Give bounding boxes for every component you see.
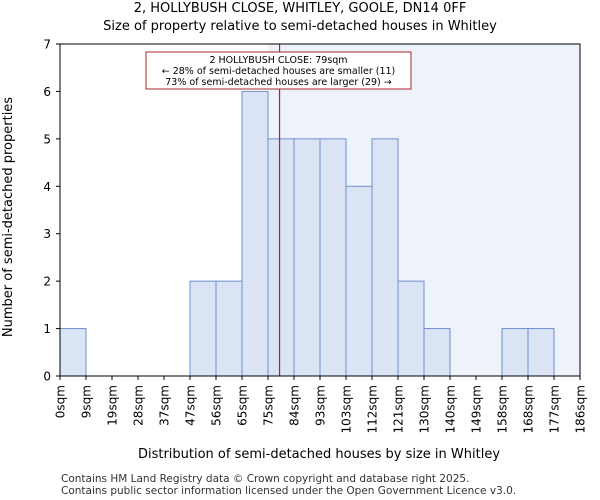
y-axis-label: Number of semi-detached properties [1, 97, 16, 337]
x-tick-label: 56sqm [210, 385, 224, 426]
x-tick-label: 65sqm [236, 385, 250, 426]
histogram-bar [345, 185, 373, 377]
annotation-title: 2 HOLLYBUSH CLOSE: 79sqm [209, 55, 347, 66]
x-tick-label: 0sqm [54, 385, 68, 418]
histogram-bar [397, 280, 425, 377]
x-tick-label: 112sqm [366, 385, 380, 433]
histogram-chart: 0 1 2 3 4 5 6 7 0sqm 9sqm 19sqm 28sqm 37sqm 47sqm 56sq… [1, 38, 588, 463]
x-tick-label: 37sqm [158, 385, 172, 426]
x-tick-label: 130sqm [418, 385, 432, 433]
x-tick-label: 75sqm [262, 385, 276, 426]
histogram-bar [319, 138, 347, 377]
histogram-bar [189, 280, 217, 377]
y-tick-label: 5 [43, 132, 51, 146]
footer-licence: Contains public sector information licen… [61, 485, 517, 497]
y-tick-label: 3 [43, 227, 51, 241]
footer-copyright: Contains HM Land Registry data © Crown c… [61, 473, 470, 485]
y-tick-label: 2 [43, 275, 51, 289]
chart-title: 2, HOLLYBUSH CLOSE, WHITLEY, GOOLE, DN14… [133, 1, 467, 16]
x-tick-label: 84sqm [288, 385, 302, 426]
x-tick-label: 149sqm [470, 385, 484, 433]
x-tick-label: 158sqm [496, 385, 510, 433]
histogram-bar [293, 138, 321, 377]
histogram-bar [423, 328, 451, 377]
annotation-box [145, 51, 412, 90]
x-tick-label: 168sqm [522, 385, 536, 433]
y-tick-label: 1 [43, 322, 51, 336]
x-tick-label: 140sqm [444, 385, 458, 433]
x-tick-label: 186sqm [574, 385, 588, 433]
chart-subtitle: Size of property relative to semi-detach… [103, 19, 497, 34]
x-tick-label: 177sqm [548, 385, 562, 433]
x-tick-label: 103sqm [340, 385, 354, 433]
x-tick-label: 19sqm [106, 385, 120, 426]
annotation-smaller: ← 28% of semi-detached houses are smalle… [162, 66, 396, 77]
histogram-bar [267, 138, 295, 377]
x-tick-label: 121sqm [392, 385, 406, 433]
x-tick-label: 93sqm [314, 385, 328, 426]
x-tick-label: 9sqm [80, 385, 94, 418]
x-tick-label: 28sqm [132, 385, 146, 426]
annotation-larger: 73% of semi-detached houses are larger (… [165, 77, 392, 88]
x-tick-label: 47sqm [184, 385, 198, 426]
histogram-bar [241, 90, 269, 377]
histogram-bar [371, 138, 399, 377]
histogram-bar [59, 328, 87, 377]
y-tick-label: 0 [43, 370, 51, 384]
histogram-bar [527, 328, 555, 377]
histogram-bar [501, 328, 529, 377]
y-tick-label: 7 [43, 38, 51, 52]
histogram-bar [215, 280, 243, 377]
y-tick-label: 6 [43, 85, 51, 99]
y-tick-label: 4 [43, 180, 51, 194]
x-axis-label: Distribution of semi-detached houses by … [138, 447, 500, 462]
